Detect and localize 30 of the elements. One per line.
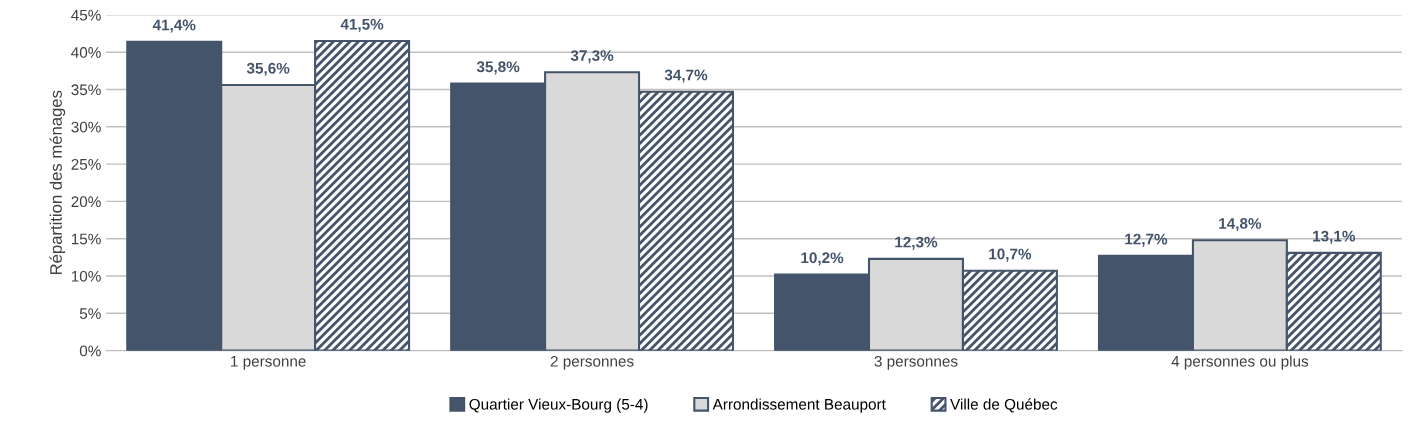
data-label: 35,8% (476, 61, 520, 75)
y-tick-label: 30% (71, 121, 101, 133)
x-tick-label: 3 personnes (874, 355, 958, 370)
y-tick-label: 5% (79, 308, 101, 320)
data-label: 13,1% (1313, 230, 1356, 244)
data-label: 37,3% (570, 50, 614, 64)
legend-label: Quartier Vieux-Bourg (5-4) (469, 398, 648, 413)
data-label: 10,7% (989, 248, 1032, 262)
data-label: 41,4% (152, 19, 196, 33)
data-label: 41,5% (340, 18, 384, 32)
data-label: 12,3% (895, 236, 938, 250)
data-label: 10,2% (801, 252, 844, 266)
y-tick-label: 15% (71, 233, 101, 245)
legend-label: Ville de Québec (950, 398, 1058, 413)
x-tick-label: 1 personne (231, 356, 306, 370)
data-label: 35,6% (246, 62, 290, 76)
x-tick-label: 2 personnes (550, 355, 634, 370)
y-tick-label: 20% (71, 196, 101, 208)
y-tick-label: 40% (71, 47, 101, 58)
y-axis-title: Répartition des ménages (49, 90, 66, 275)
y-tick-label: 10% (71, 270, 101, 282)
y-tick-label: 0% (79, 345, 101, 357)
data-label: 14,8% (1219, 218, 1262, 232)
y-tick-label: 45% (71, 9, 101, 21)
y-tick-label: 25% (71, 158, 101, 170)
x-tick-label: 4 personnes ou plus (1171, 355, 1309, 370)
data-label: 34,7% (664, 69, 708, 83)
data-label: 12,7% (1125, 233, 1168, 247)
legend-label: Arrondissement Beauport (712, 398, 886, 413)
y-tick-label: 35% (71, 84, 101, 96)
